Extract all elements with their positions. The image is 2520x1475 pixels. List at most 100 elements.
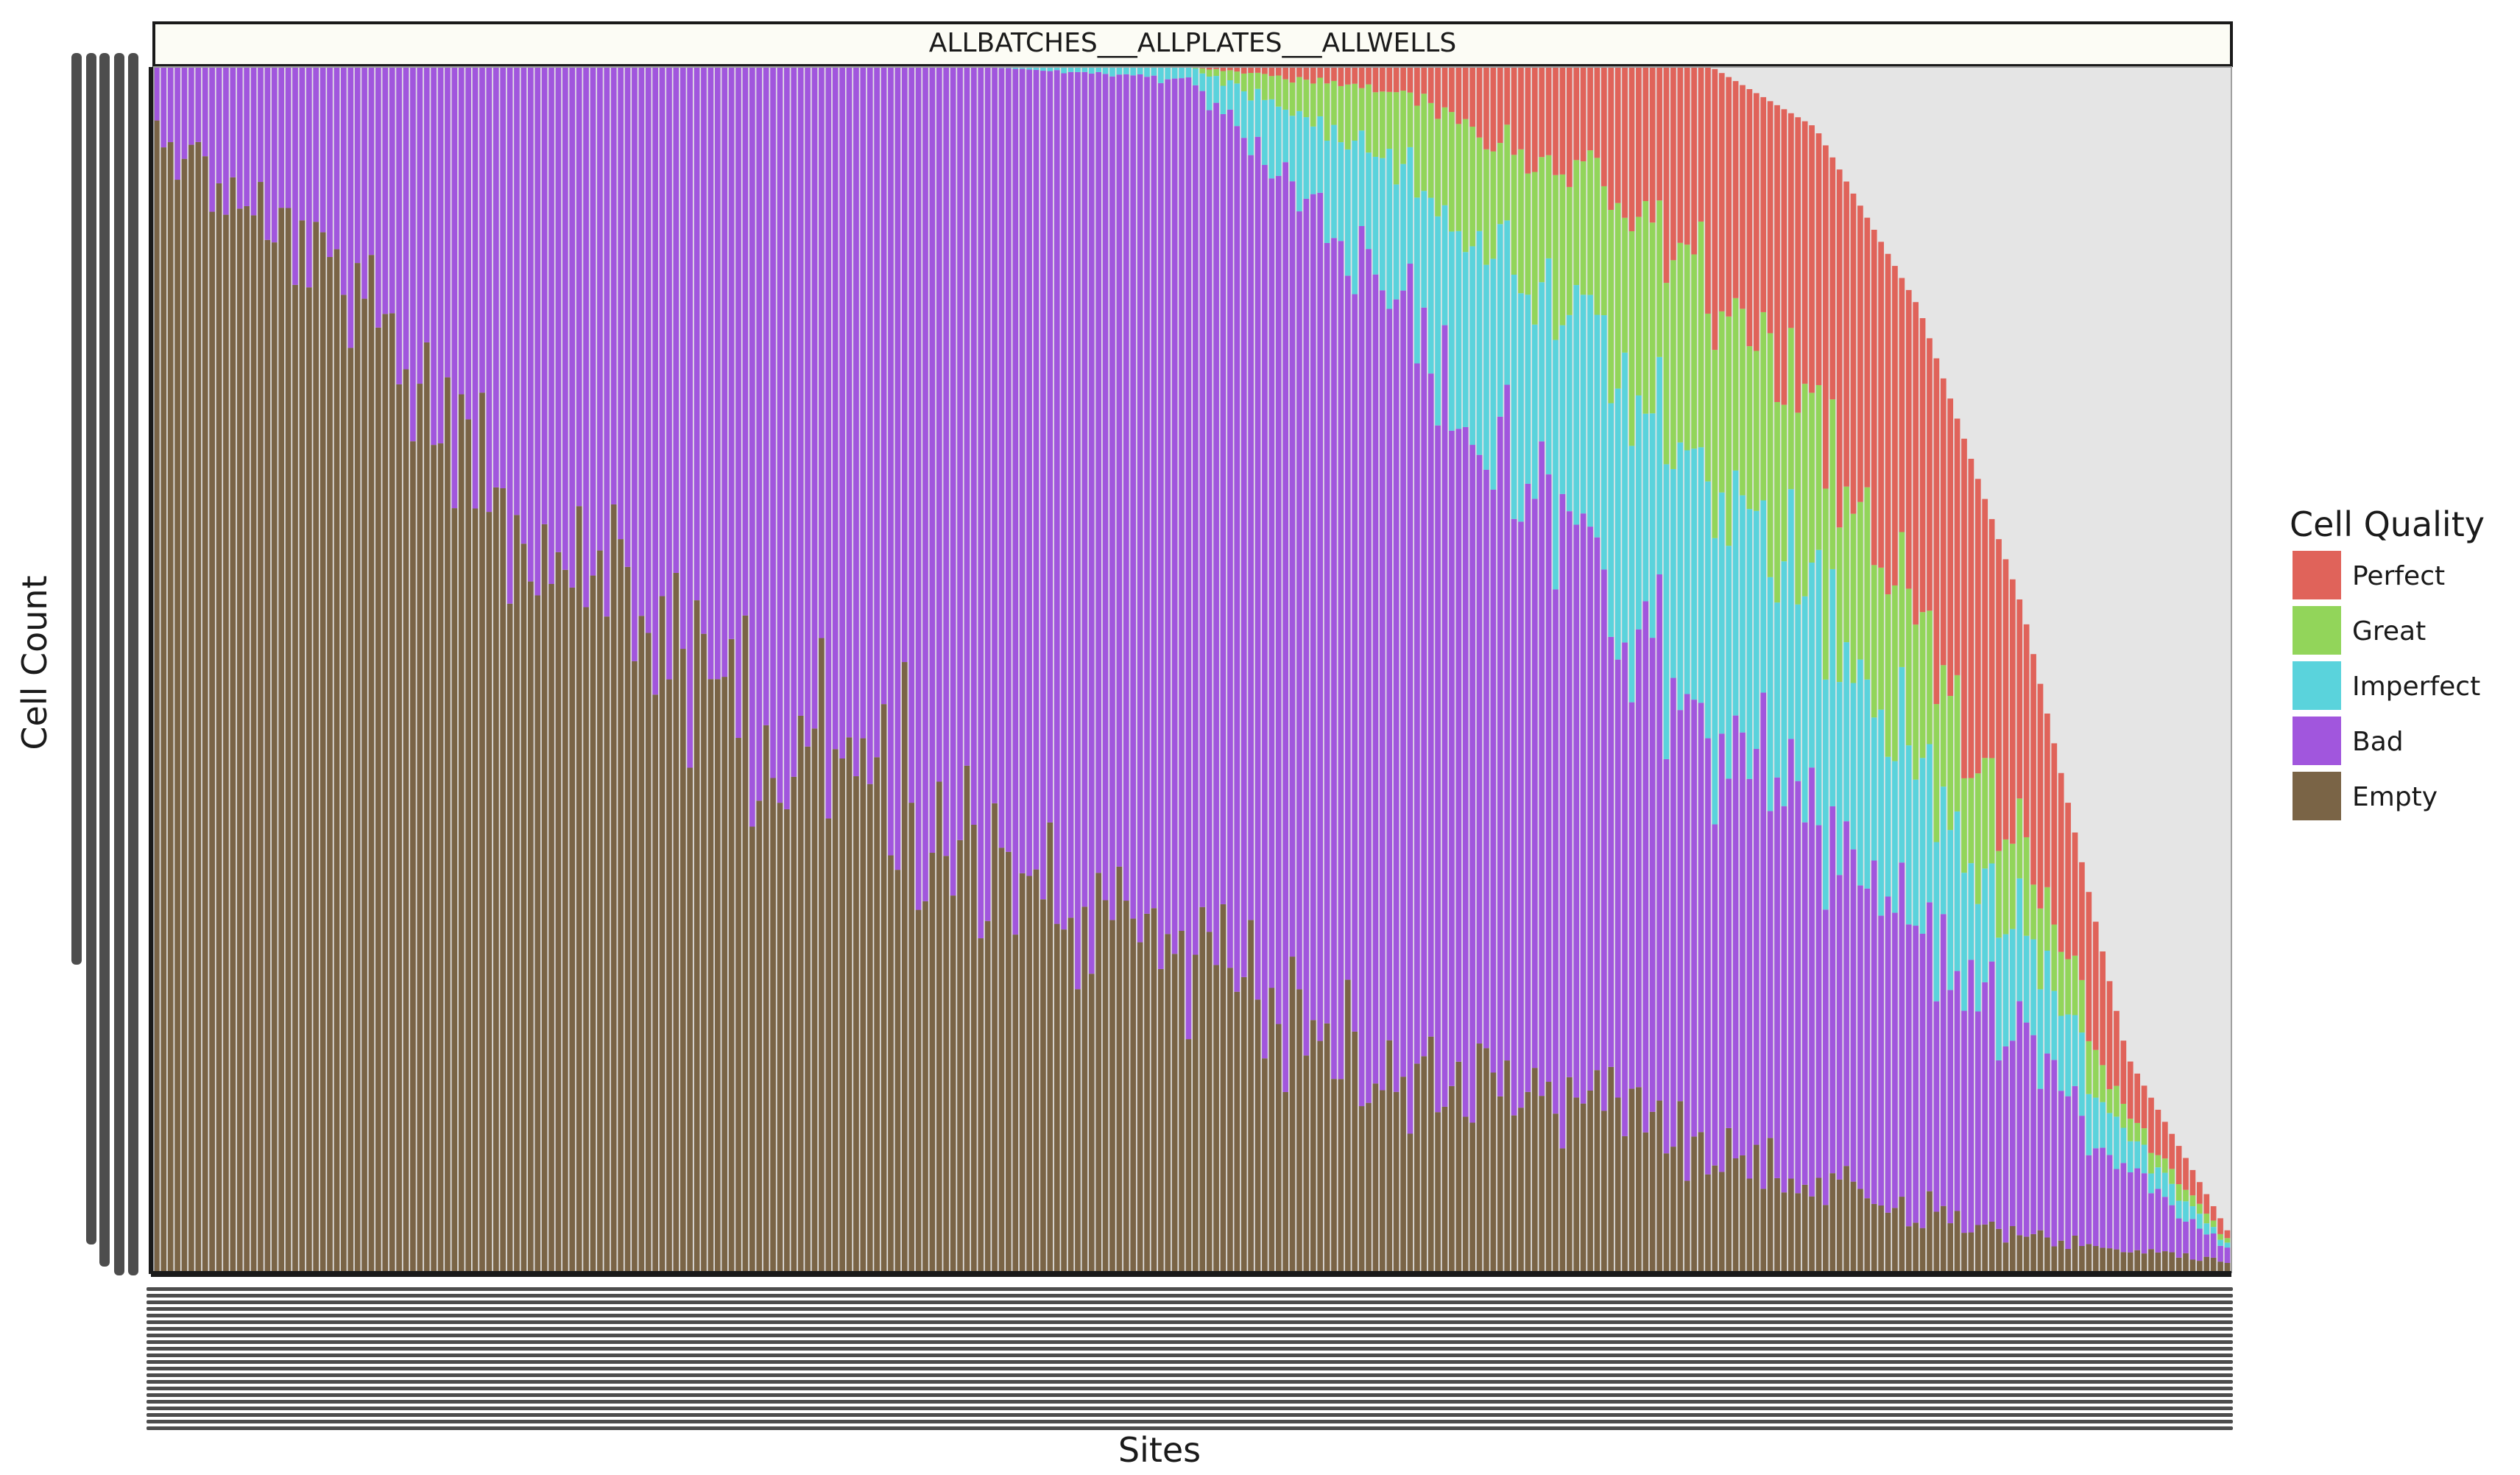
bar-segment-empty <box>1012 934 1019 1272</box>
bar-segment-bad <box>1240 138 1247 977</box>
bar-segment-perfect <box>1469 67 1475 127</box>
bar-segment-empty <box>527 581 534 1272</box>
bar-segment-empty <box>1642 1132 1649 1272</box>
bar-segment-empty <box>264 239 271 1272</box>
bar-segment-perfect <box>1587 67 1593 151</box>
bar-segment-imperfect <box>1691 448 1697 700</box>
bar-segment-perfect <box>2072 832 2078 956</box>
bar-segment-perfect <box>1234 67 1240 72</box>
bar-segment-bad <box>880 67 887 705</box>
bar-segment-great <box>1490 151 1497 259</box>
bar-segment-empty <box>1996 1228 2002 1272</box>
bar-segment-imperfect <box>1331 124 1337 239</box>
bar-segment-empty <box>306 287 312 1273</box>
bar-segment-great <box>1656 200 1662 357</box>
bar-segment-bad <box>1206 110 1213 932</box>
y-tick-label-column <box>128 53 138 1275</box>
bar-segment-perfect <box>1407 67 1413 93</box>
bar-segment-bad <box>313 67 320 222</box>
bar-segment-perfect <box>1614 67 1621 203</box>
bar-segment-great <box>2189 1195 2196 1207</box>
bar-segment-empty <box>1081 907 1088 1272</box>
x-tick-label-row <box>147 1407 2233 1410</box>
bar-segment-empty <box>1130 918 1137 1272</box>
bar-segment-bad <box>2183 1221 2189 1253</box>
bar-segment-empty <box>1179 931 1185 1272</box>
bar-segment-perfect <box>2051 743 2058 925</box>
bar-segment-bad <box>749 67 755 827</box>
bar-segment-bad <box>1012 68 1019 935</box>
bar-segment-bad <box>2072 1085 2078 1236</box>
bar-segment-bad <box>777 67 783 803</box>
bar-segment-bad <box>1864 888 1871 1199</box>
bar-segment-great <box>1600 186 1607 316</box>
bar-segment-empty <box>604 616 610 1272</box>
bar-segment-bad <box>1823 909 1829 1205</box>
bar-segment-perfect <box>1525 67 1531 174</box>
bar-segment-great <box>2023 837 2030 936</box>
bar-segment-bad <box>1531 499 1538 1069</box>
bar-segment-empty <box>1760 1189 1767 1272</box>
bar-segment-empty <box>1490 1072 1497 1272</box>
bar-segment-imperfect <box>2196 1214 2203 1229</box>
bar-segment-empty <box>638 616 645 1272</box>
bar-segment-perfect <box>1449 67 1455 113</box>
bar-segment-imperfect <box>1670 468 1676 678</box>
bar-segment-great <box>1663 283 1670 465</box>
bar-segment-empty <box>998 848 1005 1272</box>
bar-segment-bad <box>638 67 645 616</box>
bar-segment-empty <box>451 508 458 1272</box>
bar-segment-perfect <box>1331 67 1337 81</box>
bar-segment-imperfect <box>2148 1173 2154 1194</box>
bar-segment-imperfect <box>1053 67 1060 71</box>
bar-segment-imperfect <box>1961 873 1967 1011</box>
bar-segment-imperfect <box>1753 510 1760 750</box>
bar-segment-bad <box>396 67 402 384</box>
bar-segment-great <box>1857 501 1863 660</box>
bar-segment-bad <box>1171 78 1178 954</box>
bar-segment-bad <box>763 67 769 725</box>
bar-segment-bad <box>984 67 991 921</box>
bar-segment-bad <box>1767 811 1773 1138</box>
bar-segment-empty <box>1954 1211 1960 1272</box>
bar-segment-empty <box>673 572 680 1272</box>
bar-segment-empty <box>2065 1249 2071 1272</box>
bar-segment-perfect <box>1518 67 1524 149</box>
bar-segment-great <box>1781 404 1787 562</box>
bar-segment-bad <box>1961 1010 1967 1233</box>
bar-segment-empty <box>2141 1253 2147 1272</box>
bar-segment-empty <box>2134 1250 2141 1272</box>
legend-title: Cell Quality <box>2290 504 2485 544</box>
bar-segment-great <box>1539 157 1545 283</box>
bar-segment-imperfect <box>1878 709 1884 916</box>
bar-segment-imperfect <box>1220 85 1227 114</box>
bar-segment-imperfect <box>1199 73 1206 91</box>
x-tick-label-row <box>147 1393 2233 1397</box>
bar-segment-imperfect <box>1815 549 1822 825</box>
bar-segment-empty <box>992 803 998 1272</box>
x-tick-label-row <box>147 1287 2233 1291</box>
bar-segment-bad <box>555 67 562 552</box>
bar-segment-great <box>1823 488 1829 680</box>
bar-segment-empty <box>1600 1110 1607 1272</box>
bar-segment-bad <box>1282 162 1288 1092</box>
bar-segment-bad <box>797 67 804 716</box>
x-tick-labels <box>147 1287 2233 1430</box>
bar-segment-perfect <box>2183 1158 2189 1190</box>
bar-segment-perfect <box>1781 109 1787 405</box>
bar-segment-great <box>1525 173 1531 295</box>
x-tick-label-row <box>147 1367 2233 1370</box>
bar-segment-bad <box>1268 178 1275 988</box>
bar-segment-empty <box>2037 1230 2044 1272</box>
legend-label: Great <box>2352 616 2426 647</box>
bar-segment-bad <box>1179 78 1185 932</box>
bar-segment-imperfect <box>1033 67 1040 70</box>
bar-segment-great <box>1961 778 1967 873</box>
bar-segment-empty <box>2203 1256 2210 1272</box>
bar-segment-perfect <box>1268 67 1275 77</box>
bar-segment-empty <box>874 757 880 1272</box>
bar-segment-empty <box>1670 1147 1676 1272</box>
bar-segment-empty <box>514 515 520 1272</box>
bar-segment-perfect <box>1372 67 1379 93</box>
bar-segment-empty <box>1469 1122 1475 1272</box>
